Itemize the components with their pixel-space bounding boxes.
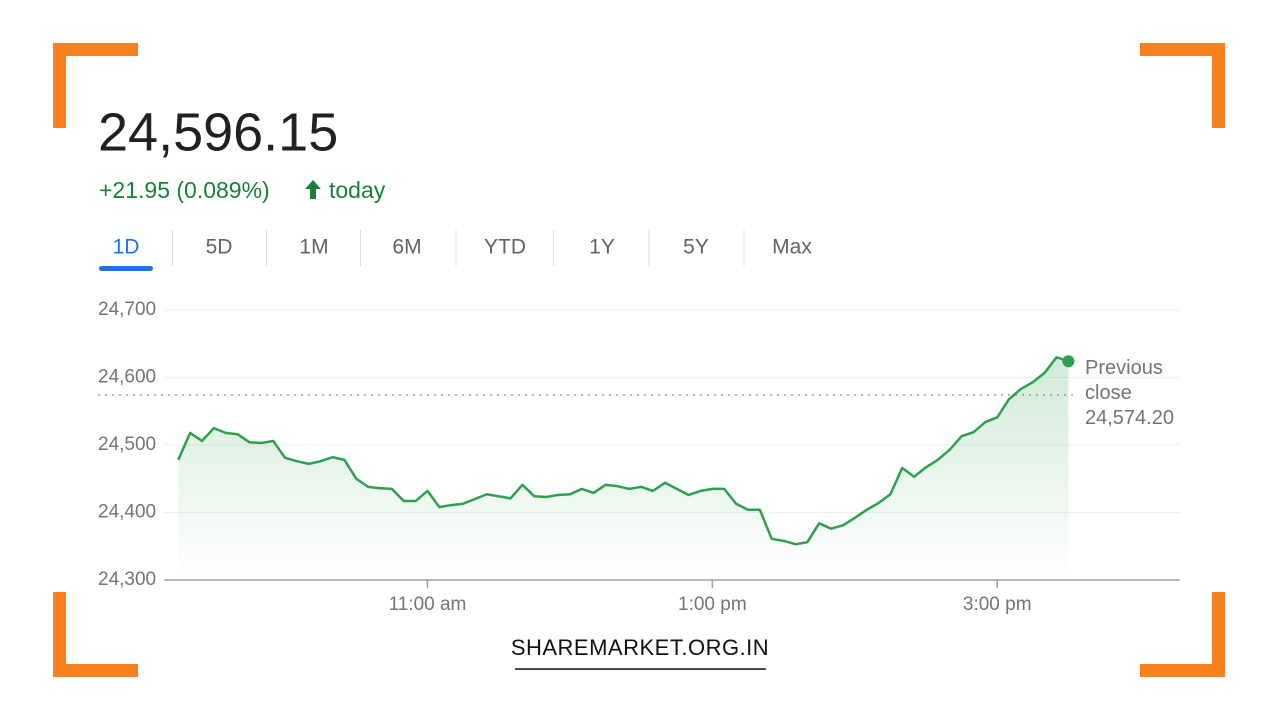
price: 24,596.15 <box>98 102 338 162</box>
tab[interactable]: YTD <box>484 236 526 259</box>
change: +21.95 (0.089%) <box>99 177 270 203</box>
tab-selected-indicator <box>99 266 153 271</box>
tab[interactable]: 1Y <box>589 236 615 259</box>
reference-line-name: Previous close <box>1085 357 1163 404</box>
tab[interactable]: Max <box>772 236 812 259</box>
tab-bar: 1D 5D 1M 6M YTD 1Y 5Y Max <box>99 230 812 271</box>
plot-area: 24,300 24,400 24,500 24,600 24,700 11:00 am 1:… <box>98 299 1180 615</box>
change-period: today <box>329 177 386 203</box>
reference-line-label: 24,574.20 <box>1085 407 1174 429</box>
tab[interactable]: 6M <box>392 236 421 259</box>
y-tick-label: 24,400 <box>98 502 156 523</box>
tab[interactable]: 5D <box>206 236 233 259</box>
tab[interactable]: 5Y <box>683 236 709 259</box>
corner-brackets <box>53 43 1225 677</box>
y-tick-label: 24,300 <box>98 569 156 590</box>
last-point <box>1062 355 1075 368</box>
up-arrow <box>305 180 321 199</box>
area-fill <box>178 357 1069 580</box>
x-tick-label: 11:00 am <box>389 594 467 615</box>
price-line <box>177 356 1069 546</box>
x-tick-label: 3:00 pm <box>963 594 1032 615</box>
tab[interactable]: 1D <box>113 236 140 259</box>
footer-brand: SHAREMARKET.ORG.IN <box>511 635 769 660</box>
y-tick-label: 24,500 <box>98 434 156 455</box>
tab[interactable]: 1M <box>299 236 328 259</box>
y-tick-label: 24,700 <box>98 299 156 320</box>
x-tick-label: 1:00 pm <box>678 594 747 615</box>
y-tick-label: 24,600 <box>98 367 156 388</box>
